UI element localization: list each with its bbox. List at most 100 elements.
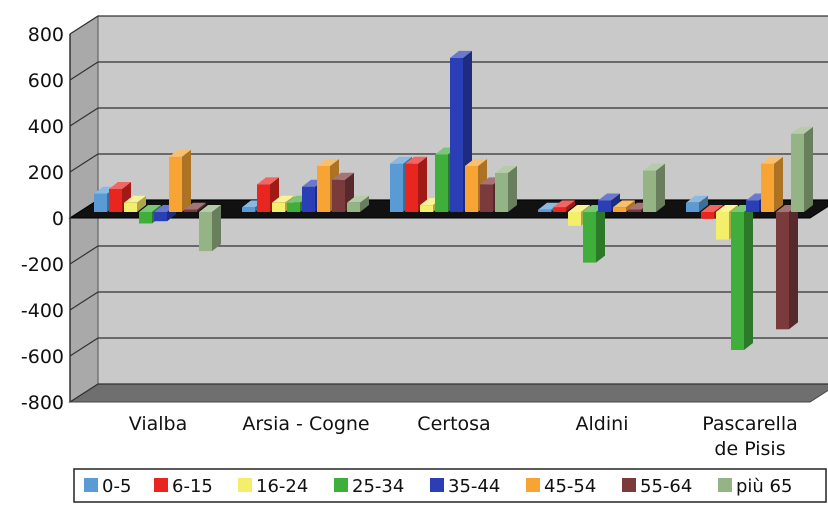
legend-swatch	[154, 478, 168, 492]
bar-top	[495, 165, 517, 173]
gridline	[69, 107, 828, 127]
bar	[613, 200, 635, 212]
bar	[124, 195, 146, 212]
bar-front	[568, 212, 581, 226]
y-axis-ticks: 800 600 400 200 0 -200 -400 -600 -800	[21, 24, 64, 414]
bar-top	[257, 177, 279, 185]
bar	[761, 156, 783, 212]
y-tick-label: -800	[21, 392, 64, 414]
bar-top	[450, 50, 472, 58]
y-tick-label: -600	[21, 346, 64, 368]
bar-side	[626, 200, 635, 212]
bar-side	[804, 126, 813, 212]
bar-front	[242, 207, 255, 212]
bar-front	[199, 212, 212, 252]
bar	[686, 195, 708, 212]
legend-swatch	[622, 478, 636, 492]
bar-front	[405, 163, 418, 212]
bar-top	[538, 202, 560, 210]
bar-top	[169, 149, 191, 157]
y-tick-label: -200	[21, 254, 64, 276]
x-category-label: Pascarella	[702, 413, 798, 435]
legend-label: 25-34	[352, 476, 404, 497]
y-tick-label: 800	[28, 24, 64, 46]
gridline	[69, 153, 828, 173]
bar-side	[699, 195, 708, 212]
bar	[199, 205, 221, 252]
bar-front	[94, 193, 107, 212]
x-category-label: de Pisis	[714, 438, 785, 460]
bar-side	[596, 205, 605, 263]
bar-side	[508, 165, 517, 212]
bar-top	[643, 163, 665, 171]
bar	[405, 156, 427, 212]
bar-front	[598, 200, 611, 212]
bar-front	[124, 202, 137, 212]
legend-item: 35-44	[430, 476, 500, 497]
floor	[68, 383, 828, 403]
bar-front	[272, 202, 285, 212]
bar-front	[613, 207, 626, 212]
gridline	[69, 61, 828, 81]
bar-front	[184, 209, 197, 212]
bar-top	[553, 200, 575, 208]
bar-side	[212, 205, 221, 252]
legend-item: più 65	[718, 476, 792, 497]
bar-top	[716, 205, 738, 212]
bar-side	[656, 163, 665, 212]
bar-front	[154, 212, 167, 222]
bar-front	[701, 212, 714, 219]
bar-front	[583, 212, 596, 263]
x-axis-categories: Vialba Arsia - Cogne Certosa Aldini Pascarel…	[129, 413, 798, 460]
bar-side	[137, 195, 146, 212]
bar-front	[302, 186, 315, 212]
bar-side	[418, 156, 427, 212]
bar-front	[257, 184, 270, 212]
bar	[791, 126, 813, 212]
gridline	[69, 291, 828, 311]
bar-front	[435, 154, 448, 212]
bar-top	[598, 193, 620, 201]
legend-label: 16-24	[256, 476, 308, 497]
bar-front	[287, 202, 300, 212]
bar-front	[109, 189, 122, 212]
bar-top	[405, 156, 427, 164]
bar-top	[701, 205, 723, 212]
legend-item: 55-64	[622, 476, 692, 497]
bar-front	[332, 179, 345, 212]
bar-front	[791, 133, 804, 212]
bar-top	[139, 205, 161, 212]
bar	[731, 205, 753, 350]
legend-item: 6-15	[154, 476, 213, 497]
bar-top	[390, 156, 412, 164]
gridline	[69, 337, 828, 357]
bar	[776, 205, 798, 330]
bar	[553, 200, 575, 212]
bar-series-5	[169, 149, 783, 212]
legend-swatch	[430, 478, 444, 492]
bar-front	[731, 212, 744, 350]
legend-swatch	[334, 478, 348, 492]
legend-label: 6-15	[172, 476, 213, 497]
legend-label: 55-64	[640, 476, 692, 497]
bar-top	[686, 195, 708, 203]
bar-front	[465, 166, 478, 212]
bar	[495, 165, 517, 212]
y-tick-label: 400	[28, 116, 64, 138]
bar-top	[347, 195, 369, 203]
x-category-label: Aldini	[576, 413, 629, 435]
x-category-label: Vialba	[129, 413, 187, 435]
legend-item: 25-34	[334, 476, 404, 497]
x-category-label: Certosa	[417, 413, 490, 435]
bar-front	[643, 170, 656, 212]
bar-top	[317, 159, 339, 166]
y-tick-label: 200	[28, 162, 64, 184]
bar-top	[124, 195, 146, 203]
x-category-label: Arsia - Cogne	[242, 413, 369, 435]
legend-item: 16-24	[238, 476, 308, 497]
bar-side	[774, 156, 783, 212]
legend-swatch	[84, 478, 98, 492]
bar-top	[332, 172, 354, 180]
bar-side	[360, 195, 369, 212]
